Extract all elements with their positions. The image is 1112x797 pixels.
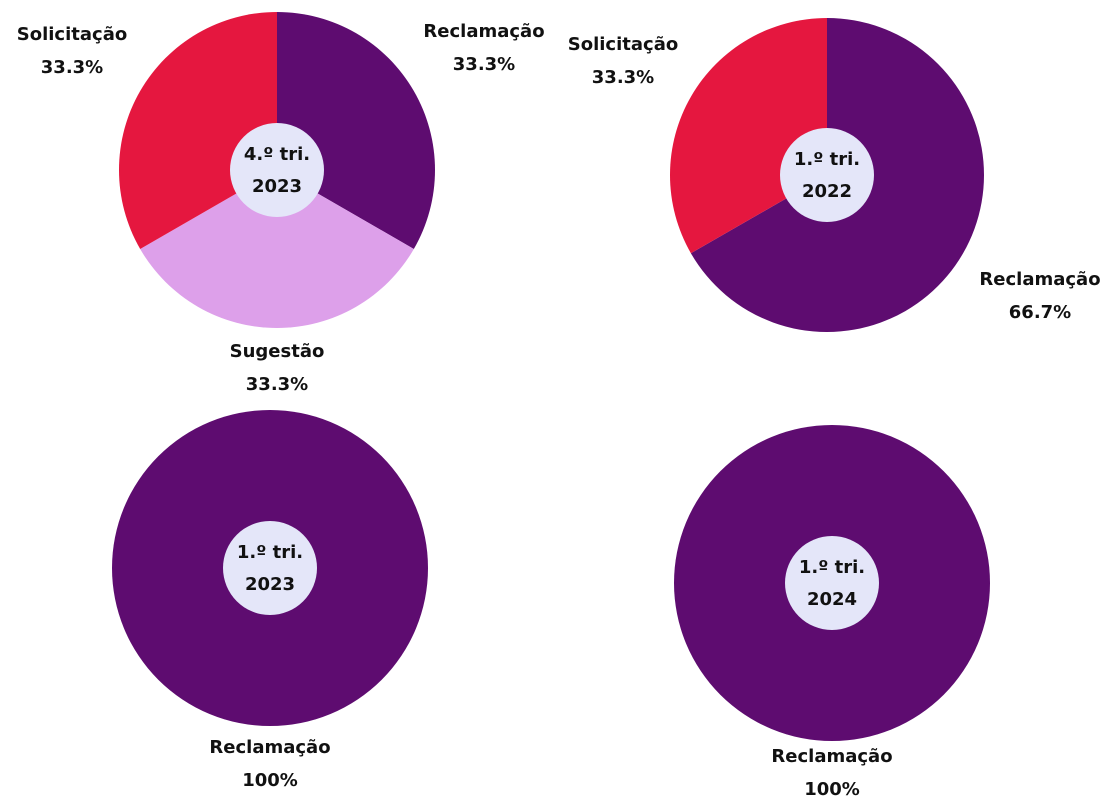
slice-label: Reclamação xyxy=(771,746,892,767)
slice-label: Solicitação xyxy=(568,34,678,55)
slice-value: 33.3% xyxy=(41,57,103,78)
slice-label: Reclamação xyxy=(423,21,544,42)
center-label: 1.º tri. xyxy=(237,542,303,563)
center-label: 4.º tri. xyxy=(244,144,310,165)
slice-label: Reclamação xyxy=(209,737,330,758)
center-label: 1.º tri. xyxy=(799,557,865,578)
center-label: 2024 xyxy=(807,589,857,610)
center-label: 2023 xyxy=(245,574,295,595)
slice-value: 33.3% xyxy=(453,54,515,75)
donut-hole xyxy=(785,536,879,630)
center-label: 2022 xyxy=(802,181,852,202)
slice-label: Solicitação xyxy=(17,24,127,45)
slice-label: Sugestão xyxy=(230,341,325,362)
donut-hole xyxy=(223,521,317,615)
center-label: 2023 xyxy=(252,176,302,197)
donut-hole xyxy=(230,123,324,217)
slice-label: Reclamação xyxy=(979,269,1100,290)
slice-value: 100% xyxy=(242,770,298,791)
slice-value: 66.7% xyxy=(1009,302,1071,323)
pie-slice xyxy=(140,170,414,328)
donut-hole xyxy=(780,128,874,222)
slice-value: 33.3% xyxy=(246,374,308,395)
slice-value: 100% xyxy=(804,779,860,797)
center-label: 1.º tri. xyxy=(794,149,860,170)
slice-value: 33.3% xyxy=(592,67,654,88)
